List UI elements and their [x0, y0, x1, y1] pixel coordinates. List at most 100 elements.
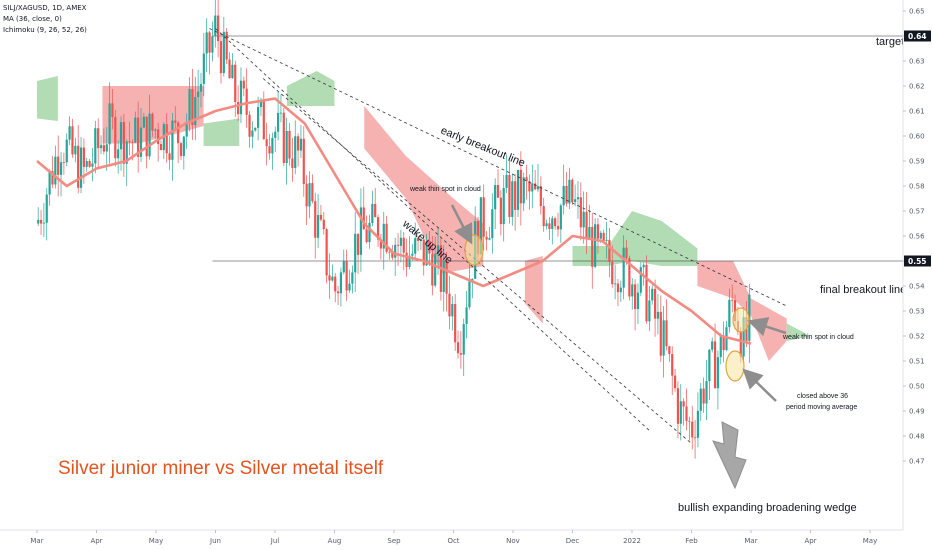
candle-body [394, 244, 397, 258]
candle [191, 68, 194, 140]
x-tick-label: May [149, 537, 163, 545]
candle [171, 112, 174, 181]
candle-body [682, 401, 685, 407]
candle-body [708, 349, 711, 382]
candle [148, 94, 151, 160]
candle [354, 212, 357, 293]
candle-body [71, 126, 74, 155]
candle-body [414, 238, 417, 254]
candle [651, 285, 654, 305]
candle [222, 17, 225, 77]
candle-body [228, 59, 231, 79]
candle [305, 175, 308, 225]
candle-body [225, 31, 228, 60]
candle-body [562, 185, 565, 206]
candle [496, 169, 500, 198]
candle-body [274, 131, 277, 138]
candle-body [639, 267, 642, 293]
candle [585, 192, 588, 254]
candle [99, 135, 103, 155]
candle [245, 68, 248, 128]
candle-body [602, 232, 605, 241]
candle-body [408, 255, 411, 267]
candle [659, 295, 662, 362]
price-label-bg [904, 255, 931, 267]
candle [194, 76, 197, 141]
annotation-arrow [742, 368, 777, 402]
candle [425, 233, 428, 267]
candle-body [48, 171, 51, 195]
candle [257, 96, 260, 141]
candle [225, 28, 228, 65]
candle [211, 21, 214, 62]
candle [62, 152, 65, 175]
candle [239, 67, 243, 124]
candle-body [334, 276, 337, 292]
candle [154, 128, 157, 139]
candle [396, 233, 400, 266]
price-label: 0.55 [908, 257, 927, 266]
candle [462, 318, 465, 377]
candle-body [82, 147, 85, 167]
candle-body [262, 100, 265, 140]
candle-body [505, 174, 508, 188]
candle-body [645, 264, 648, 322]
y-tick-label: 0.63 [909, 58, 925, 66]
candle [571, 178, 574, 205]
candle [65, 133, 68, 167]
candle-body [525, 177, 528, 182]
candle [134, 111, 137, 144]
candle-body [728, 299, 731, 328]
candle-body [425, 241, 428, 266]
candle [285, 117, 288, 185]
candle-body [94, 128, 97, 164]
candle-body [151, 113, 154, 131]
candle-body [39, 219, 43, 224]
candle-body [416, 238, 420, 241]
closed-above-label: period moving average [786, 404, 857, 411]
candle [468, 262, 471, 310]
wedge-label: bullish expanding broadening wedge [678, 502, 857, 514]
candle [79, 136, 83, 194]
final-breakout-label: final breakout line [820, 284, 906, 296]
candle-body [722, 335, 725, 351]
candle-body [628, 258, 631, 297]
candle-body [488, 238, 491, 240]
candle-body [516, 169, 520, 210]
candle [268, 134, 271, 160]
candle-body [65, 139, 68, 163]
price-label-bg [904, 30, 931, 42]
wake-up-line [215, 28, 651, 432]
candle-body [182, 136, 185, 156]
candle-body [531, 183, 534, 192]
candle-body [359, 207, 363, 255]
candle [531, 164, 534, 209]
candle-body [445, 260, 448, 294]
weak-spot-label: weak thin spot in cloud [782, 334, 854, 341]
candle [708, 348, 711, 400]
candle-body [428, 241, 431, 254]
candle-body [348, 283, 351, 291]
candle [662, 305, 665, 378]
candle-body [731, 299, 734, 301]
candle [633, 279, 637, 331]
candle [676, 381, 680, 439]
candle [459, 331, 462, 369]
y-tick-label: 0.57 [909, 208, 925, 216]
candle [316, 194, 320, 248]
candle [456, 330, 460, 359]
candle-body [219, 41, 223, 74]
candle-body [257, 107, 260, 128]
candle-body [402, 237, 405, 253]
candle-body [653, 288, 657, 319]
candle-body [217, 15, 220, 42]
candle-body [693, 437, 697, 439]
candle-body [371, 203, 374, 223]
ma-36-line [36, 97, 752, 345]
cloud-segment-bear [524, 256, 543, 324]
candle [165, 113, 168, 163]
candle [214, 0, 217, 48]
cloud-segment-bear [364, 106, 484, 274]
candle [454, 293, 457, 351]
